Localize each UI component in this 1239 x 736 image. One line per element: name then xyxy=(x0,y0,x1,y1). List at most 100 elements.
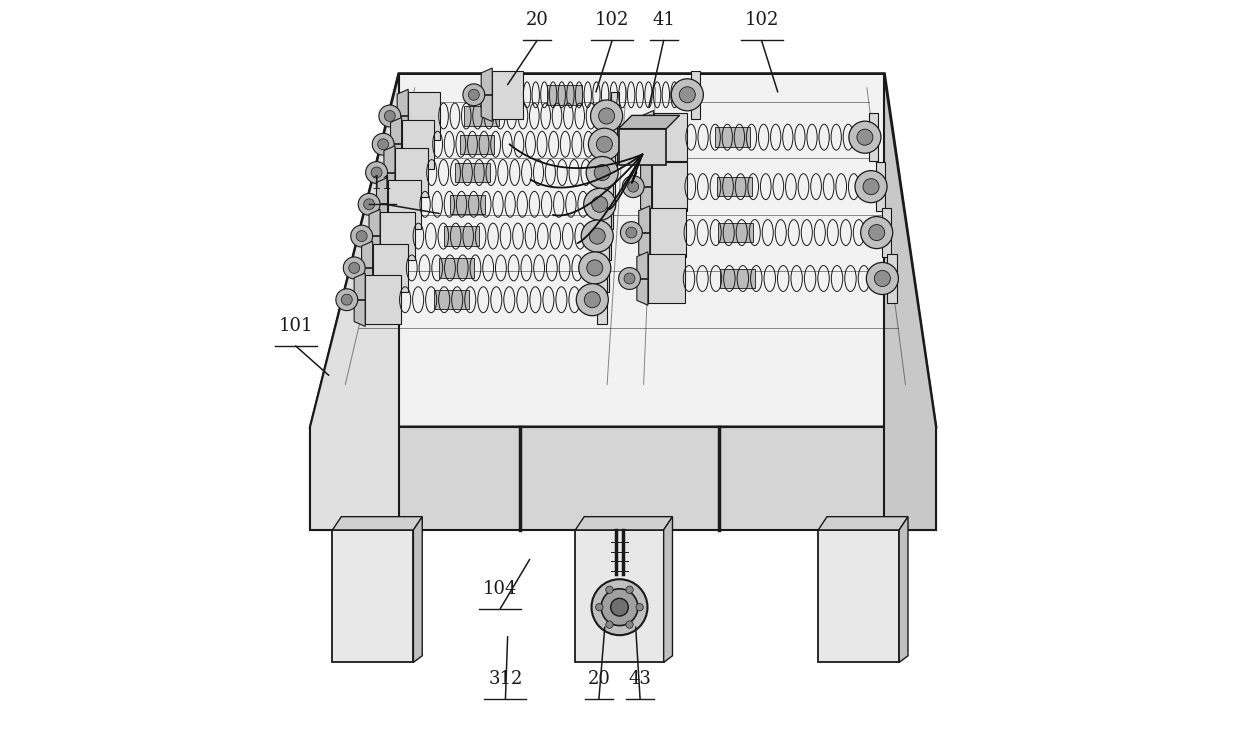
Polygon shape xyxy=(818,530,900,662)
Polygon shape xyxy=(481,68,492,121)
Ellipse shape xyxy=(672,79,704,111)
Ellipse shape xyxy=(576,283,608,316)
Ellipse shape xyxy=(622,176,644,197)
Ellipse shape xyxy=(364,199,374,210)
Polygon shape xyxy=(377,177,388,231)
Ellipse shape xyxy=(336,289,358,311)
Polygon shape xyxy=(885,74,935,530)
Circle shape xyxy=(626,621,633,629)
Ellipse shape xyxy=(587,260,603,276)
Polygon shape xyxy=(654,113,688,161)
Polygon shape xyxy=(369,210,380,263)
Ellipse shape xyxy=(592,197,608,212)
Text: 20: 20 xyxy=(587,670,611,688)
Polygon shape xyxy=(408,92,440,141)
Ellipse shape xyxy=(621,222,642,244)
Circle shape xyxy=(626,586,633,593)
Ellipse shape xyxy=(629,132,641,143)
Ellipse shape xyxy=(356,230,367,241)
Polygon shape xyxy=(380,212,415,261)
Ellipse shape xyxy=(372,167,382,178)
Text: 101: 101 xyxy=(279,317,313,335)
Polygon shape xyxy=(607,148,616,197)
Polygon shape xyxy=(618,129,667,166)
Polygon shape xyxy=(717,177,752,197)
Ellipse shape xyxy=(463,84,484,106)
Ellipse shape xyxy=(679,87,695,103)
Polygon shape xyxy=(876,163,885,211)
Polygon shape xyxy=(445,227,479,246)
Polygon shape xyxy=(332,530,414,662)
Ellipse shape xyxy=(579,252,611,284)
Polygon shape xyxy=(637,252,648,305)
Ellipse shape xyxy=(358,194,380,215)
Ellipse shape xyxy=(379,105,400,127)
Ellipse shape xyxy=(598,108,615,124)
Circle shape xyxy=(596,604,603,611)
Ellipse shape xyxy=(855,171,887,202)
Polygon shape xyxy=(390,118,401,171)
Ellipse shape xyxy=(366,162,388,183)
Text: 11: 11 xyxy=(370,175,394,193)
Text: 102: 102 xyxy=(595,12,629,29)
Polygon shape xyxy=(434,290,468,309)
Text: 104: 104 xyxy=(483,580,518,598)
Circle shape xyxy=(606,586,613,593)
Ellipse shape xyxy=(596,136,612,152)
Polygon shape xyxy=(611,92,620,141)
Polygon shape xyxy=(602,212,611,261)
Polygon shape xyxy=(311,74,935,427)
Polygon shape xyxy=(618,116,680,129)
Polygon shape xyxy=(492,71,523,119)
Ellipse shape xyxy=(372,133,394,155)
Polygon shape xyxy=(414,517,422,662)
Ellipse shape xyxy=(589,128,621,160)
Ellipse shape xyxy=(343,257,366,279)
Polygon shape xyxy=(546,85,581,105)
Polygon shape xyxy=(455,163,489,183)
Polygon shape xyxy=(719,223,753,242)
Polygon shape xyxy=(608,120,617,169)
Ellipse shape xyxy=(869,224,885,241)
Ellipse shape xyxy=(591,100,623,132)
Ellipse shape xyxy=(348,263,359,273)
Ellipse shape xyxy=(585,291,601,308)
Polygon shape xyxy=(652,163,686,211)
Polygon shape xyxy=(870,113,878,161)
Ellipse shape xyxy=(581,220,613,252)
Polygon shape xyxy=(649,208,686,257)
Text: 41: 41 xyxy=(652,12,675,29)
Ellipse shape xyxy=(864,179,878,194)
Ellipse shape xyxy=(626,227,637,238)
Polygon shape xyxy=(643,110,654,164)
Polygon shape xyxy=(398,89,408,143)
Circle shape xyxy=(606,621,613,629)
Ellipse shape xyxy=(590,228,606,244)
Ellipse shape xyxy=(875,271,891,286)
Polygon shape xyxy=(605,180,613,229)
Polygon shape xyxy=(388,180,421,229)
Circle shape xyxy=(636,604,643,611)
Ellipse shape xyxy=(866,263,898,294)
Polygon shape xyxy=(373,244,408,292)
Polygon shape xyxy=(641,160,652,213)
Ellipse shape xyxy=(468,89,479,100)
Text: 43: 43 xyxy=(628,670,652,688)
Ellipse shape xyxy=(384,110,395,121)
Polygon shape xyxy=(664,517,673,662)
Polygon shape xyxy=(887,254,897,302)
Circle shape xyxy=(591,579,648,635)
Polygon shape xyxy=(332,517,422,530)
Polygon shape xyxy=(818,517,908,530)
Polygon shape xyxy=(597,275,607,324)
Polygon shape xyxy=(384,146,395,199)
Ellipse shape xyxy=(861,216,893,249)
Polygon shape xyxy=(600,244,608,292)
Ellipse shape xyxy=(584,188,616,220)
Ellipse shape xyxy=(378,139,389,149)
Polygon shape xyxy=(395,148,427,197)
Ellipse shape xyxy=(628,181,638,192)
Polygon shape xyxy=(720,269,755,289)
Polygon shape xyxy=(881,208,891,257)
Text: 102: 102 xyxy=(745,12,779,29)
